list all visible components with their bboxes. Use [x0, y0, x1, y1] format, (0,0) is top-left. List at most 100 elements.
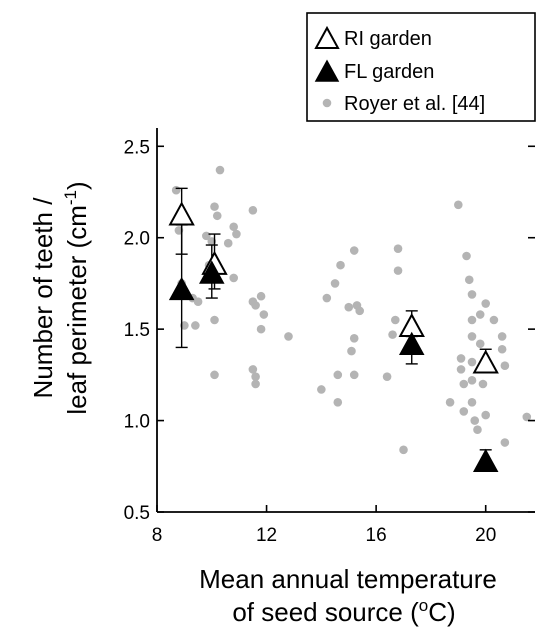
error-bars: [175, 187, 492, 467]
x-tick-label: 8: [152, 525, 163, 546]
royer-point: [349, 370, 359, 380]
royer-point: [212, 211, 222, 221]
royer-point: [248, 205, 258, 215]
royer-point: [256, 291, 266, 301]
royer-point: [454, 200, 463, 210]
royer-point: [522, 412, 532, 422]
royer-point: [475, 339, 485, 349]
fl-garden-marker: [168, 276, 195, 301]
royer-point: [467, 376, 477, 385]
royer-point: [467, 315, 477, 325]
legend-label-royer: Royer et al. [44]: [344, 93, 485, 115]
royer-point: [191, 321, 200, 330]
y-tick-label: 1.0: [124, 412, 150, 433]
legend: RI garden FL garden Royer et al. [44]: [306, 12, 536, 122]
legend-box: [306, 12, 536, 122]
fl-garden-marker: [398, 331, 425, 356]
royer-point: [382, 372, 392, 381]
royer-point: [391, 315, 400, 325]
royer-point: [473, 425, 482, 435]
triangle-markers: [168, 201, 499, 473]
royer-point: [349, 246, 359, 255]
royer-point: [210, 315, 219, 325]
fl-garden-marker: [199, 260, 225, 284]
royer-point: [251, 372, 260, 381]
royer-point: [393, 266, 403, 275]
royer-point: [478, 379, 488, 389]
royer-point: [464, 275, 474, 285]
royer-point: [330, 279, 340, 288]
ri-garden-marker: [472, 349, 499, 374]
royer-point: [232, 229, 241, 239]
royer-point: [248, 365, 258, 374]
royer-point: [497, 344, 507, 354]
royer-point: [322, 293, 332, 303]
royer-point: [459, 379, 469, 389]
royer-point: [355, 306, 364, 316]
royer-point: [251, 379, 260, 389]
royer-point: [497, 332, 507, 341]
royer-point: [445, 397, 455, 407]
x-tick-label: 16: [366, 525, 387, 546]
royer-point: [399, 445, 408, 455]
royer-point: [171, 185, 181, 195]
y-tick-label: 1.5: [124, 320, 150, 341]
royer-point: [229, 273, 238, 283]
royer-point: [336, 260, 345, 270]
royer-point: [210, 370, 219, 380]
y-tick-label: 2.0: [124, 229, 150, 250]
royer-point: [467, 290, 477, 299]
y-tick-label: 2.5: [124, 137, 150, 158]
royer-point: [333, 370, 343, 380]
legend-gray-dot-icon: [322, 98, 332, 108]
royer-point: [193, 297, 203, 307]
royer-point: [456, 365, 466, 374]
royer-point: [388, 330, 397, 339]
royer-point: [459, 407, 469, 416]
y-tick-label: 0.5: [124, 503, 150, 524]
royer-point: [317, 385, 326, 394]
royer-point: [256, 324, 266, 334]
royer-point: [393, 244, 403, 253]
royer-point: [481, 410, 490, 420]
royer-point: [259, 310, 269, 319]
royer-point: [500, 438, 510, 447]
axes: [156, 128, 535, 513]
legend-open-triangle-icon: [314, 25, 340, 49]
royer-point: [215, 165, 225, 175]
royer-point: [210, 202, 219, 211]
x-tick-label: 20: [475, 525, 496, 546]
fl-garden-marker: [472, 448, 499, 473]
royer-point: [489, 315, 499, 325]
royer-point: [344, 302, 354, 312]
royer-point: [467, 332, 477, 341]
y-axis-title-line1: Number of teeth /: [28, 197, 58, 399]
royer-point: [347, 346, 356, 356]
ri-garden-marker: [168, 201, 195, 226]
x-axis-title-line2: of seed source (oC): [232, 596, 455, 627]
royer-point: [202, 231, 211, 241]
royer-point: [475, 310, 485, 319]
royer-point: [284, 332, 293, 341]
royer-point: [467, 357, 477, 367]
x-axis-title-line1: Mean annual temperature: [199, 564, 497, 594]
royer-point: [467, 397, 477, 407]
y-axis-title-line2: leaf perimeter (cm-1): [61, 181, 92, 414]
y-axis-title: Number of teeth / leaf perimeter (cm-1): [28, 181, 92, 414]
legend-filled-triangle-icon: [314, 59, 340, 82]
legend-label-fl: FL garden: [344, 61, 434, 83]
royer-point: [500, 361, 510, 371]
royer-point: [333, 397, 343, 407]
royer-point: [223, 238, 233, 248]
royer-point: [456, 354, 466, 363]
royer-point: [229, 222, 238, 232]
royer-point: [349, 333, 359, 343]
legend-label-ri: RI garden: [344, 28, 432, 50]
royer-point: [470, 416, 480, 425]
royer-point: [481, 299, 490, 308]
x-tick-label: 12: [256, 525, 277, 546]
ticks: 0.5 1.0 1.5 2.0 2.5 8 12 16 20: [124, 137, 535, 546]
royer-points: [171, 165, 532, 455]
royer-point: [462, 251, 471, 261]
